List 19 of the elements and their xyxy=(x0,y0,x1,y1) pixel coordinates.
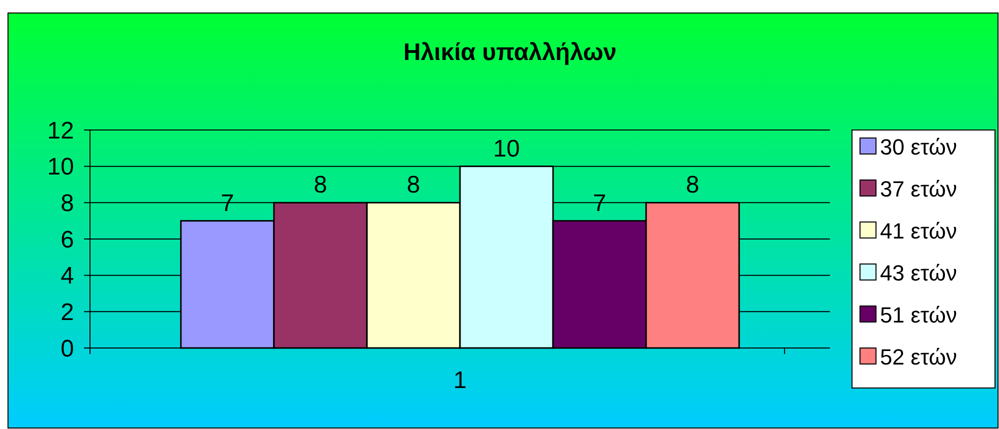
legend-label: 37 ετών xyxy=(880,176,957,202)
legend-label: 43 ετών xyxy=(880,260,957,286)
data-label: 8 xyxy=(314,172,328,199)
legend-label: 51 ετών xyxy=(880,302,957,328)
y-tick-label: 10 xyxy=(47,154,74,181)
data-label: 8 xyxy=(406,172,420,199)
legend-label: 41 ετών xyxy=(880,218,957,244)
y-tick-label: 2 xyxy=(60,299,74,326)
y-tick-label: 12 xyxy=(47,117,74,144)
y-tick-label: 4 xyxy=(60,262,74,290)
y-tick-label: 8 xyxy=(60,190,74,218)
chart-title: Ηλικία υπαλλήλων xyxy=(403,39,617,66)
data-label: 8 xyxy=(686,172,700,199)
legend-label: 52 ετών xyxy=(880,344,957,370)
legend-label: 30 ετών xyxy=(880,134,957,160)
x-tick-label: 1 xyxy=(453,367,467,394)
y-tick-label: 6 xyxy=(60,226,74,254)
y-tick-label: 0 xyxy=(60,335,74,362)
data-label: 10 xyxy=(493,135,520,162)
